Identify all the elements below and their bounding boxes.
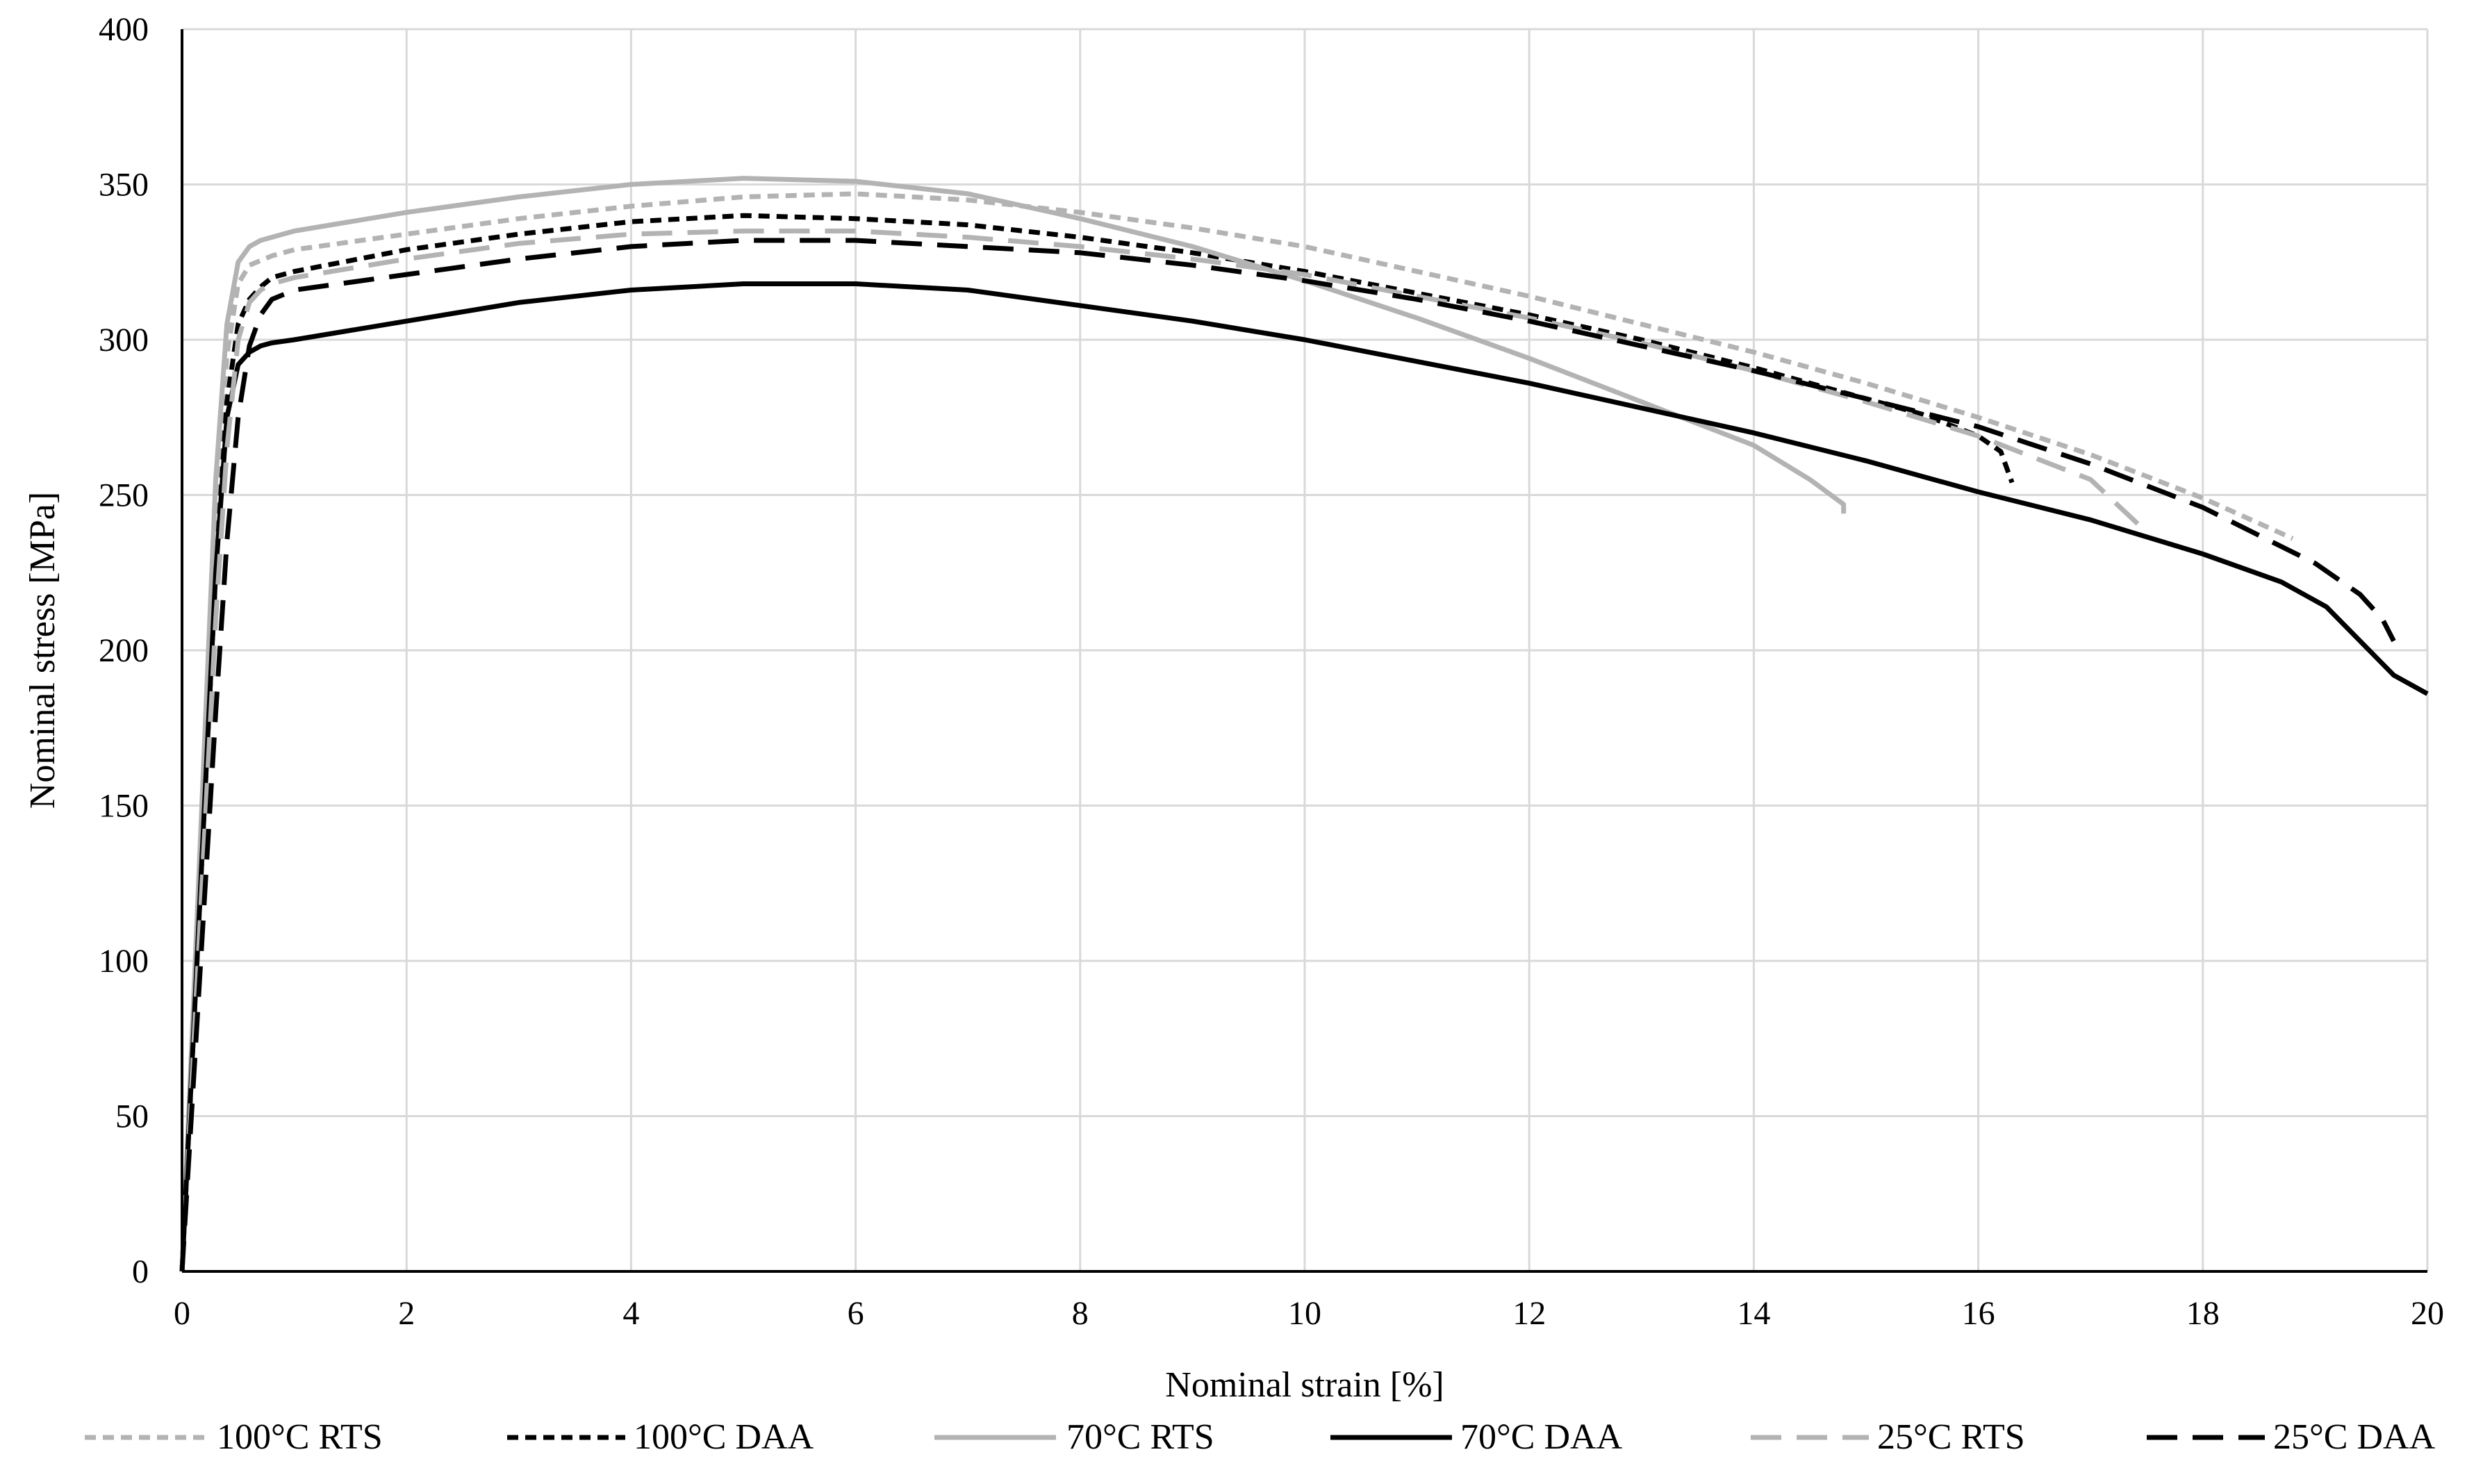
y-tick-label: 350: [99, 167, 149, 204]
series-line-6: [179, 238, 2396, 1272]
series-line-3: [179, 176, 1847, 1272]
y-tick-label: 200: [99, 632, 149, 669]
x-tick-label: 2: [398, 1295, 415, 1332]
legend-label: 70°C RTS: [1066, 1417, 1214, 1457]
legend-item-1: 100°C RTS: [85, 1417, 383, 1457]
y-tick-label: 100: [99, 943, 149, 980]
series-line-1: [179, 191, 2294, 1272]
legend-item-2: 100°C DAA: [507, 1417, 814, 1457]
x-axis-title: Nominal strain [%]: [1165, 1365, 1444, 1405]
legend-item-3: 70°C RTS: [934, 1417, 1214, 1457]
legend: 100°C RTS 100°C DAA 70°C RTS 70°C DAA 25°C R…: [85, 1417, 2436, 1457]
x-tick-label: 16: [1962, 1295, 1995, 1332]
x-tick-label: 20: [2411, 1295, 2444, 1332]
x-tick-label: 4: [622, 1295, 639, 1332]
x-tick-label: 18: [2186, 1295, 2220, 1332]
x-tick-label: 0: [174, 1295, 190, 1332]
legend-item-4: 70°C DAA: [1330, 1417, 1623, 1457]
x-tick-label: 12: [1512, 1295, 1546, 1332]
plot-area: [179, 176, 2429, 1272]
legend-item-5: 25°C RTS: [1751, 1417, 2025, 1457]
legend-label: 100°C RTS: [217, 1417, 383, 1457]
legend-label: 70°C DAA: [1460, 1417, 1623, 1457]
legend-label: 100°C DAA: [634, 1417, 814, 1457]
legend-label: 25°C RTS: [1877, 1417, 2025, 1457]
y-tick-label: 150: [99, 788, 149, 825]
y-tick-label: 300: [99, 322, 149, 358]
x-tick-label: 10: [1288, 1295, 1321, 1332]
axes: [181, 29, 2427, 1273]
legend-label: 25°C DAA: [2273, 1417, 2436, 1457]
x-tick-label: 8: [1072, 1295, 1089, 1332]
x-tick-label: 14: [1737, 1295, 1770, 1332]
tick-labels: 0 50 100 150 200 250 300 350 400 0 2 4 6 8 10 12 14 16 18 2…: [99, 11, 2444, 1332]
legend-item-6: 25°C DAA: [2147, 1417, 2436, 1457]
y-tick-label: 250: [99, 477, 149, 514]
y-tick-label: 50: [115, 1098, 149, 1135]
y-axis-title: Nominal stress [MPa]: [23, 492, 63, 809]
y-tick-label: 400: [99, 11, 149, 48]
x-tick-label: 6: [848, 1295, 864, 1332]
series-line-4: [179, 281, 2429, 1272]
series-line-5: [179, 229, 2149, 1272]
y-tick-label: 0: [132, 1253, 149, 1290]
